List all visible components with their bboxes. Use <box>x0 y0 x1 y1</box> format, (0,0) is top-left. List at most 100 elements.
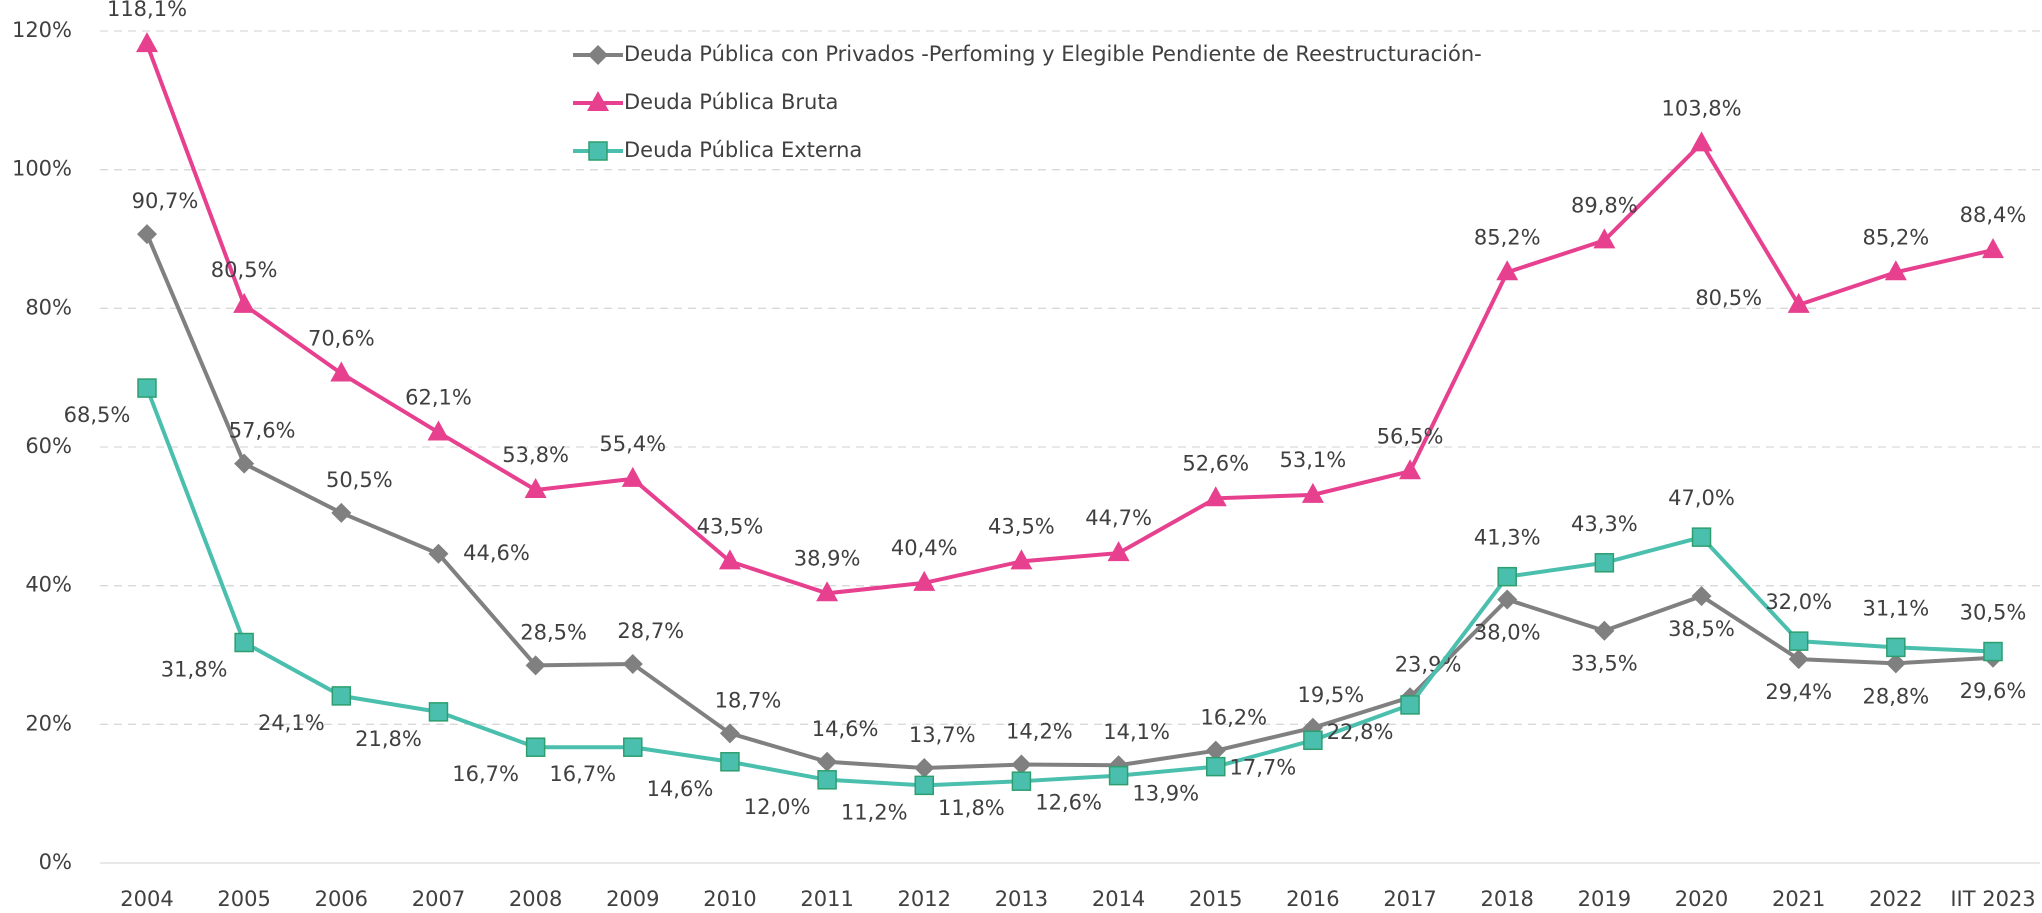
x-tick-label: 2012 <box>898 887 951 911</box>
marker <box>1690 131 1713 152</box>
marker <box>331 502 352 523</box>
marker <box>1885 653 1906 674</box>
marker <box>428 543 449 564</box>
x-tick-label: IIT 2023 <box>1950 887 2035 911</box>
marker <box>1691 527 1712 547</box>
data-label: 16,2% <box>1200 706 1267 730</box>
x-tick-label: 2020 <box>1675 887 1728 911</box>
legend-label: Deuda Pública con Privados -Perfoming y … <box>624 42 1482 66</box>
marker <box>428 702 449 722</box>
data-label: 80,5% <box>211 258 278 282</box>
marker <box>1107 541 1130 562</box>
marker <box>622 654 643 675</box>
data-label: 30,5% <box>1960 601 2027 625</box>
data-label: 12,0% <box>744 795 811 819</box>
data-label: 43,5% <box>988 514 1055 538</box>
y-tick-label: 100% <box>12 157 72 181</box>
marker <box>1691 586 1712 607</box>
data-label: 44,6% <box>463 541 530 565</box>
x-tick-label: 2011 <box>800 887 853 911</box>
x-tick-label: 2018 <box>1480 887 1533 911</box>
marker <box>816 581 839 602</box>
data-label: 17,7% <box>1230 755 1297 779</box>
marker <box>1010 549 1033 570</box>
data-label: 16,7% <box>549 762 616 786</box>
marker <box>1011 771 1032 791</box>
data-label: 38,9% <box>794 546 861 570</box>
marker <box>525 737 546 757</box>
marker <box>330 361 353 382</box>
data-label: 14,6% <box>812 717 879 741</box>
data-label: 43,3% <box>1571 512 1638 536</box>
marker <box>1400 695 1420 715</box>
data-label: 38,5% <box>1668 617 1735 641</box>
marker <box>136 32 158 53</box>
x-tick-label: 2016 <box>1286 887 1339 911</box>
marker <box>1496 260 1519 281</box>
data-label: 89,8% <box>1571 193 1638 217</box>
marker <box>817 751 838 772</box>
data-label: 32,0% <box>1765 590 1832 614</box>
marker <box>1497 589 1518 610</box>
data-label: 11,2% <box>841 800 908 824</box>
legend-label: Deuda Pública Externa <box>624 138 862 162</box>
data-label: 19,5% <box>1298 683 1365 707</box>
marker <box>1788 649 1809 670</box>
data-label: 103,8% <box>1661 96 1741 120</box>
marker <box>1886 637 1906 658</box>
x-tick-label: 2007 <box>412 887 465 911</box>
data-label: 14,1% <box>1103 720 1170 744</box>
x-tick-label: 2009 <box>606 887 659 911</box>
marker <box>524 477 547 498</box>
marker <box>234 632 254 653</box>
data-label: 52,6% <box>1182 451 1249 475</box>
data-label: 18,7% <box>715 688 782 712</box>
data-label: 33,5% <box>1571 652 1638 676</box>
data-label: 80,5% <box>1695 286 1762 310</box>
data-label: 31,8% <box>161 658 228 682</box>
x-tick-label: 2006 <box>315 887 368 911</box>
marker <box>1205 756 1226 777</box>
data-label: 14,6% <box>647 777 714 801</box>
marker <box>427 420 450 441</box>
data-label: 118,1% <box>107 0 187 21</box>
marker <box>234 453 255 474</box>
marker <box>1108 765 1129 786</box>
data-label: 29,4% <box>1765 680 1832 704</box>
marker <box>1204 486 1227 507</box>
y-tick-label: 0% <box>39 850 72 874</box>
marker <box>1594 620 1615 641</box>
data-label: 21,8% <box>355 727 422 751</box>
data-label: 55,4% <box>599 432 666 456</box>
marker <box>817 770 837 790</box>
data-label: 85,2% <box>1862 225 1929 249</box>
series-line <box>145 43 1994 596</box>
x-tick-label: 2022 <box>1869 887 1922 911</box>
data-label: 12,6% <box>1035 791 1102 815</box>
data-label: 43,5% <box>697 514 764 538</box>
data-label: 29,6% <box>1960 679 2027 703</box>
marker <box>1594 553 1615 573</box>
data-label: 28,7% <box>617 619 684 643</box>
data-label: 28,8% <box>1862 684 1929 708</box>
data-label: 47,0% <box>1668 486 1735 510</box>
marker <box>525 655 546 676</box>
marker <box>587 91 609 111</box>
data-label: 31,1% <box>1862 596 1929 620</box>
data-label: 13,7% <box>909 723 976 747</box>
data-label: 16,7% <box>452 762 519 786</box>
data-label: 50,5% <box>326 468 393 492</box>
y-tick-label: 40% <box>25 573 72 597</box>
series-line <box>145 233 1994 771</box>
data-label: 53,8% <box>502 443 569 467</box>
data-label: 14,2% <box>1006 720 1073 744</box>
marker <box>913 570 936 591</box>
x-tick-label: 2013 <box>995 887 1048 911</box>
data-label: 23,9% <box>1395 652 1462 676</box>
x-tick-label: 2005 <box>217 887 270 911</box>
data-label: 62,1% <box>405 385 472 409</box>
y-tick-label: 20% <box>25 711 72 735</box>
data-label: 40,4% <box>891 536 958 560</box>
marker <box>623 737 643 757</box>
